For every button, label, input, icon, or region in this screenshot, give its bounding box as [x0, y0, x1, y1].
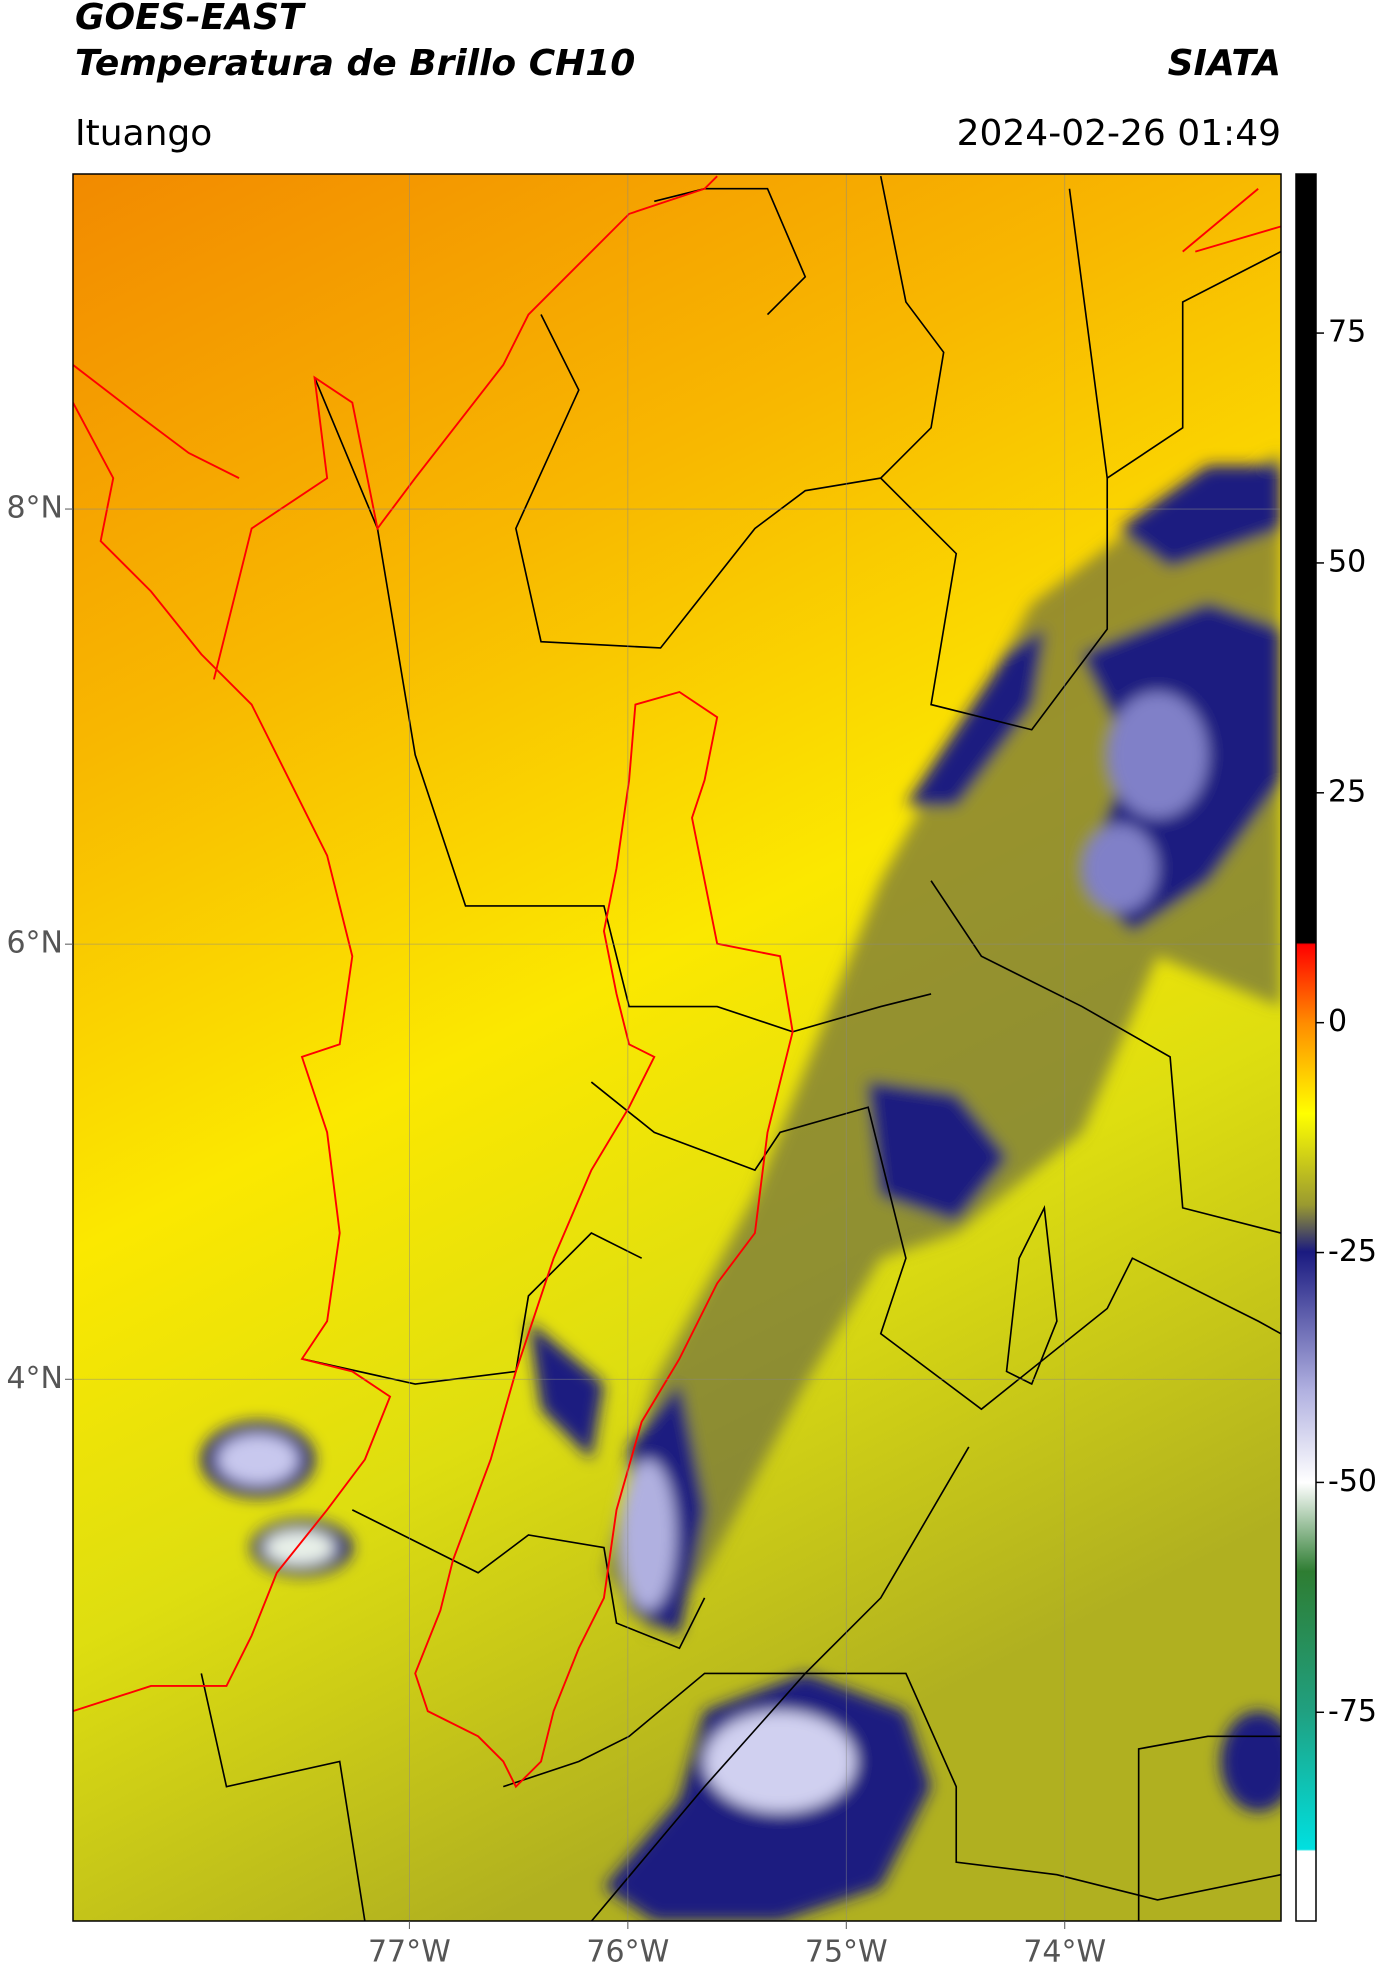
source: SIATA [1168, 43, 1281, 84]
x-tick-label: 77°W [368, 1935, 451, 1970]
colorbar-tick-label: 25 [1328, 774, 1366, 809]
map-frame [72, 173, 1282, 1922]
colorbar-tick-label: -50 [1328, 1464, 1377, 1499]
admin-borders [200, 175, 1281, 1921]
colorbar-tick-label: 0 [1328, 1004, 1347, 1039]
x-tick-label: 76°W [586, 1935, 669, 1970]
location: Ituango [75, 113, 212, 154]
title: GOES-EAST [75, 0, 306, 38]
y-tick-label: 8°N [6, 491, 63, 526]
clouds [201, 452, 1281, 1921]
grid [73, 174, 1281, 1921]
colorbar-tick-label: -75 [1328, 1694, 1377, 1729]
red-outlines [73, 175, 1281, 1789]
colorbar-tick-label: 50 [1328, 544, 1366, 579]
subtitle: Temperatura de Brillo CH10 [75, 43, 635, 84]
colorbar [1295, 173, 1317, 1922]
colorbar-tick-label: 75 [1328, 315, 1366, 350]
y-tick-label: 6°N [6, 926, 63, 961]
datetime: 2024-02-26 01:49 [957, 113, 1281, 154]
y-tick-label: 4°N [6, 1361, 63, 1396]
map [73, 174, 1281, 1921]
x-tick-label: 74°W [1023, 1935, 1106, 1970]
x-tick-label: 75°W [805, 1935, 888, 1970]
colorbar-tick-label: -25 [1328, 1234, 1377, 1269]
